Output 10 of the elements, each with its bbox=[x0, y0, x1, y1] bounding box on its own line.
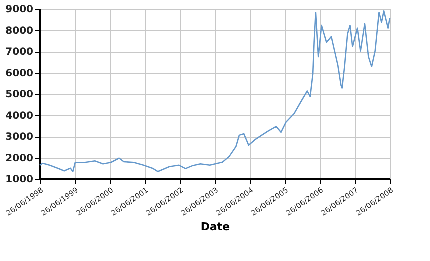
y-tick-label: 6000 bbox=[6, 68, 34, 80]
y-tick-label: 2000 bbox=[6, 153, 34, 164]
y-tick-label: 7000 bbox=[6, 47, 34, 58]
y-tick-label: 3000 bbox=[6, 132, 34, 143]
y-tick-label: 8000 bbox=[6, 26, 34, 37]
y-tick-label: 5000 bbox=[6, 90, 34, 100]
y-tick-label: 4000 bbox=[6, 110, 34, 122]
y-tick-label: 9000 bbox=[6, 4, 34, 16]
x-axis-title: Date bbox=[200, 220, 230, 234]
y-tick-label: 1000 bbox=[6, 174, 34, 186]
